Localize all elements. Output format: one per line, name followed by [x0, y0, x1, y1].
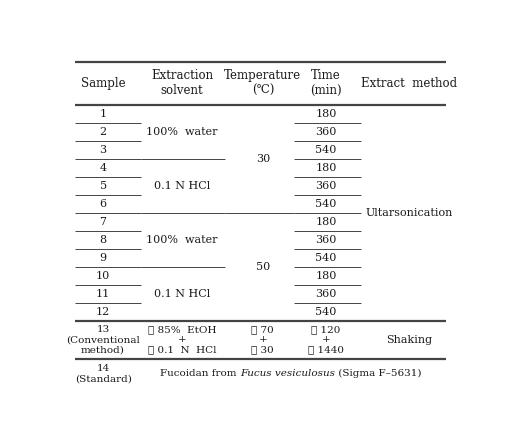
Text: 9: 9	[100, 253, 106, 263]
Text: 540: 540	[315, 253, 336, 263]
Text: ① 120
+
② 1440: ① 120 + ② 1440	[308, 325, 344, 355]
Text: 360: 360	[315, 235, 336, 245]
Text: 180: 180	[315, 271, 336, 281]
Text: Sample: Sample	[81, 77, 125, 90]
Text: 540: 540	[315, 199, 336, 209]
Text: Ultarsonication: Ultarsonication	[365, 208, 453, 218]
Text: 4: 4	[100, 163, 106, 173]
Text: Extract  method: Extract method	[361, 77, 457, 90]
Text: (Sigma F–5631): (Sigma F–5631)	[335, 369, 421, 378]
Text: 360: 360	[315, 127, 336, 137]
Text: 1: 1	[100, 109, 106, 119]
Text: 360: 360	[315, 181, 336, 191]
Text: 0.1 N HCl: 0.1 N HCl	[154, 181, 210, 191]
Text: 10: 10	[96, 271, 110, 281]
Text: 100%  water: 100% water	[146, 127, 218, 137]
Text: 12: 12	[96, 307, 110, 317]
Text: 3: 3	[100, 145, 106, 155]
Text: 540: 540	[315, 145, 336, 155]
Text: 2: 2	[100, 127, 106, 137]
Text: 7: 7	[100, 217, 106, 227]
Text: Fucus vesiculosus: Fucus vesiculosus	[240, 369, 335, 378]
Text: 13
(Conventional
method): 13 (Conventional method)	[66, 325, 140, 355]
Text: ① 70
+
② 30: ① 70 + ② 30	[251, 325, 274, 355]
Text: 30: 30	[256, 154, 270, 164]
Text: 180: 180	[315, 163, 336, 173]
Text: 100%  water: 100% water	[146, 235, 218, 245]
Text: 180: 180	[315, 217, 336, 227]
Text: 540: 540	[315, 307, 336, 317]
Text: ① 85%  EtOH
+
② 0.1  N  HCl: ① 85% EtOH + ② 0.1 N HCl	[148, 325, 216, 355]
Text: 14
(Standard): 14 (Standard)	[75, 364, 131, 384]
Text: Extraction
solvent: Extraction solvent	[151, 70, 213, 98]
Text: 6: 6	[100, 199, 106, 209]
Text: Temperature
(℃): Temperature (℃)	[224, 70, 301, 98]
Text: Fucoidan from: Fucoidan from	[160, 369, 240, 378]
Text: 11: 11	[96, 289, 110, 299]
Text: 360: 360	[315, 289, 336, 299]
Text: Shaking: Shaking	[386, 335, 432, 345]
Text: 0.1 N HCl: 0.1 N HCl	[154, 289, 210, 299]
Text: 180: 180	[315, 109, 336, 119]
Text: 50: 50	[256, 262, 270, 272]
Text: 5: 5	[100, 181, 106, 191]
Text: 8: 8	[100, 235, 106, 245]
Text: Time
(min): Time (min)	[310, 70, 342, 98]
